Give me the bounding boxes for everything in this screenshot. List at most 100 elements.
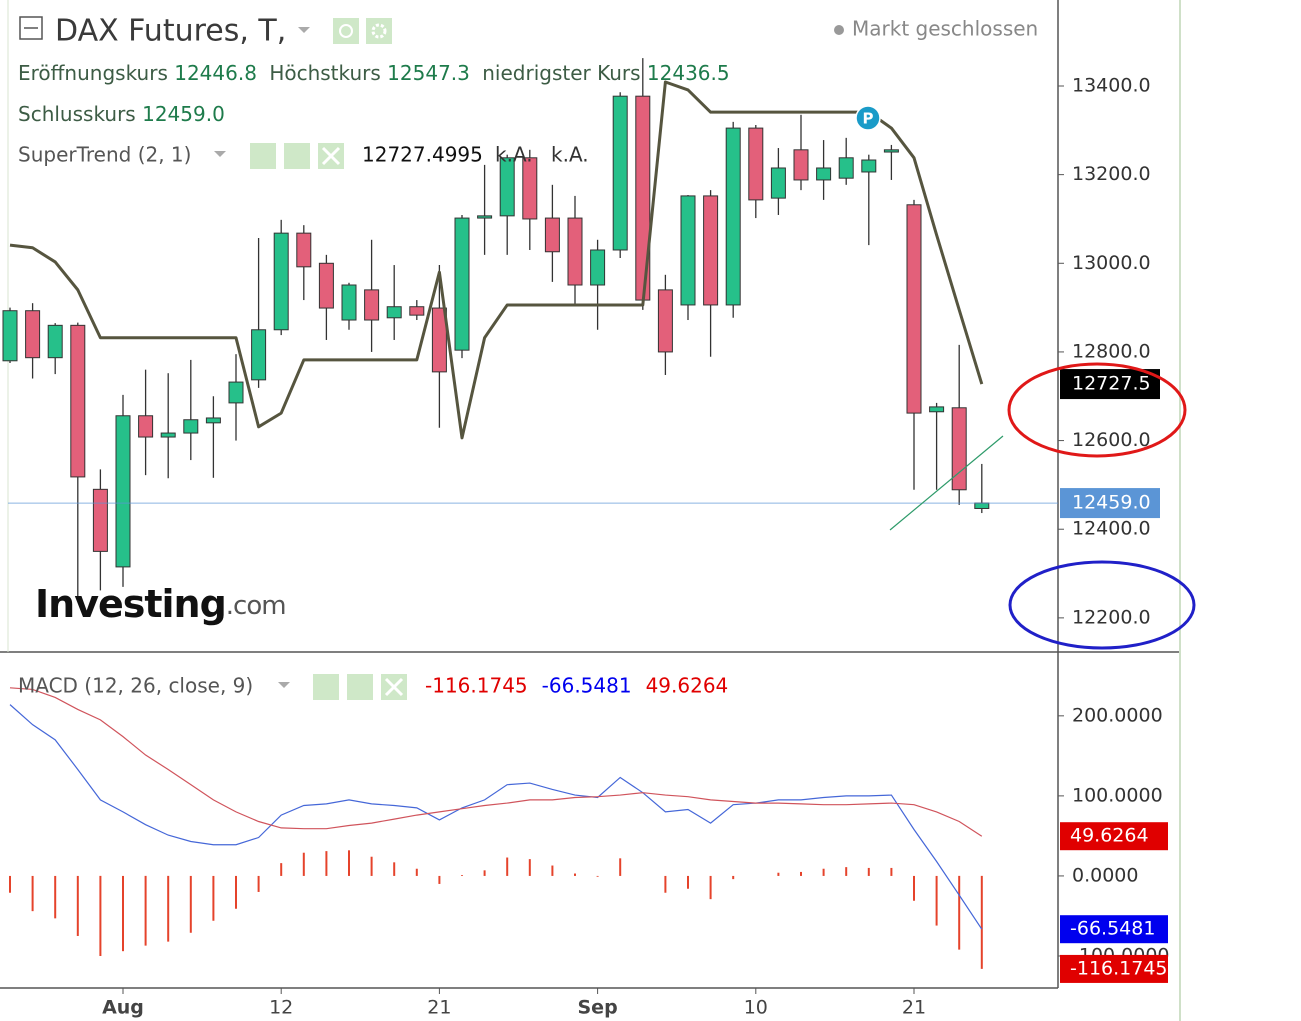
candle-body [793,149,809,181]
settings-icon[interactable] [366,18,392,44]
value-box-label: -116.1745 [1070,957,1168,979]
candle-body [816,167,832,181]
highlight-ellipse [1008,560,1196,650]
marker-label: P [863,110,874,128]
logo: Investing.com [35,582,286,626]
value-box [1060,822,1168,851]
macd-value: -66.5481 [542,674,632,698]
value-box [1060,954,1168,983]
eye-icon[interactable] [333,18,359,44]
y-tick-label: 13000.0 [1072,252,1151,274]
supertrend-legend: SuperTrend (2, 1) [18,143,191,167]
candle-body [138,415,154,438]
candle-body [409,306,425,316]
remove-glyph [321,146,341,166]
gear-glyph [371,23,387,39]
candle-body [725,127,741,306]
settings-icon[interactable] [284,143,310,169]
y-tick-label: 12400.0 [1072,518,1151,540]
candle-body [228,381,244,404]
x-tick-label: 21 [427,997,451,1019]
na-value: k.A. [495,143,533,167]
candle-body [974,502,990,509]
supertrend-value: 12727.4995 [362,143,483,167]
collapse-icon[interactable] [19,16,43,40]
legend-label: Eröffnungskurs [18,61,168,85]
settings-icon[interactable] [347,674,373,700]
legend-value: 12446.8 [174,61,257,85]
candle-body [748,127,764,201]
macd-value: 49.6264 [646,674,729,698]
y-tick-label: 100.0000 [1072,784,1163,806]
macd-legend: MACD (12, 26, close, 9) [18,674,253,698]
legend-label: niedrigster Kurs [482,61,640,85]
x-tick-label: 10 [744,997,768,1019]
candle-body [273,232,289,331]
x-tick-label: Aug [102,997,144,1019]
candle-body [838,157,854,179]
supertrend-line [9,80,984,440]
candle-body [183,419,199,434]
highlight-ellipse [1007,362,1187,458]
logo-suffix: .com [226,591,286,621]
candle-body [296,232,312,268]
price-box-label: 12727.5 [1072,373,1151,395]
price-box-label: 12459.0 [1072,492,1151,514]
close-legend: Schlusskurs 12459.0 [18,102,225,126]
candle-body [251,329,267,381]
axes: 12200.0 12400.0 12600.0 12800.0 13000.0 13200… [102,74,1169,1018]
eye-glyph [339,24,353,38]
candle-body [92,488,108,552]
candle-body [364,289,380,321]
macd-line [9,704,983,930]
eye-icon[interactable] [313,674,339,700]
market-status: Markt geschlossen [852,17,1038,41]
legend-label: Höchstkurs [269,61,381,85]
value-box [1060,915,1168,944]
candle-body [929,406,945,413]
y-tick-label: 12800.0 [1072,340,1151,362]
logo-name: Investing [35,582,226,626]
legend-value: 12459.0 [142,102,225,126]
y-tick-label: 200.0000 [1072,704,1163,726]
candle-body [522,157,538,220]
candle-body [590,249,606,286]
candle-body [883,149,899,153]
candle-body [454,217,470,351]
candle-body [115,415,131,568]
candle-body [318,262,334,309]
y-tick-label: 0.0000 [1072,864,1138,886]
y-tick-label: 12600.0 [1072,429,1151,451]
candle-body [657,289,673,353]
macd-line [9,687,983,837]
candle-body [47,324,63,359]
status-dot [834,25,844,35]
candle-body [861,159,877,173]
price-panel [2,58,1058,601]
dropdown[interactable] [278,682,290,688]
candle-body [567,217,583,286]
legend-label: Schlusskurs [18,102,136,126]
legend-value: 12547.3 [387,61,470,85]
x-tick-label: 21 [902,997,926,1019]
trend-line [889,435,1004,531]
marker[interactable] [855,105,881,131]
candle-body [906,204,922,414]
dropdown[interactable] [298,27,310,33]
candle-body [612,95,628,251]
candle-body [160,432,176,438]
price-box [1060,369,1160,400]
remove-glyph [384,677,404,697]
eye-icon[interactable] [250,143,276,169]
macd-legend-values: -116.1745 -66.5481 49.6264 [425,674,728,698]
dropdown[interactable] [214,151,226,157]
candle-body [951,407,967,491]
x-tick-label: Sep [578,997,618,1019]
candle-body [499,157,515,217]
candle-body [25,310,41,359]
na-value: k.A. [551,143,589,167]
macd-value: -116.1745 [425,674,528,698]
candle-body [477,215,493,219]
